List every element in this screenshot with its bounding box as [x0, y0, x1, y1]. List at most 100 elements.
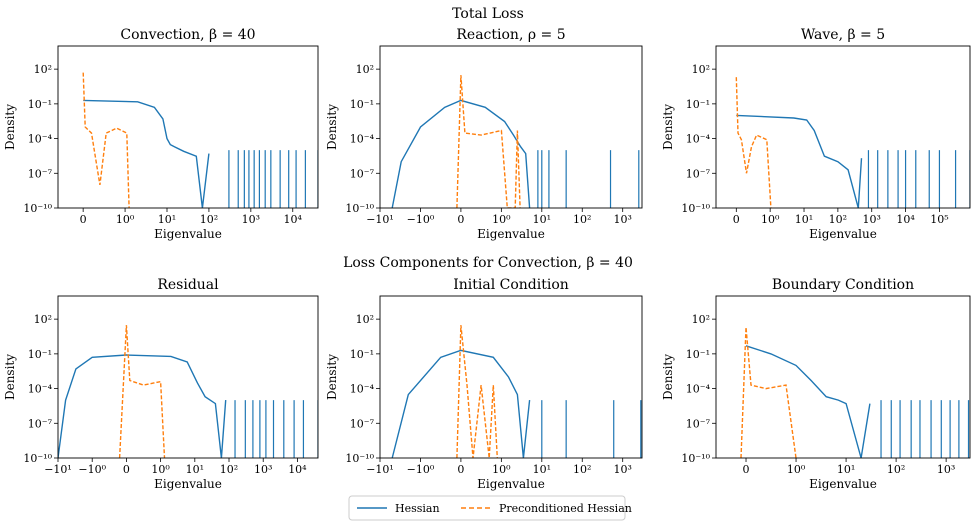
- x-tick-label: 10¹: [837, 463, 855, 476]
- y-tick-label: 10⁻⁷: [686, 417, 711, 430]
- x-axis-label: Eigenvalue: [477, 227, 545, 241]
- x-tick-label: 10³: [613, 463, 631, 476]
- series-line: [745, 345, 871, 458]
- x-tick-label: 10²: [200, 213, 218, 226]
- x-tick-label: 10³: [613, 213, 631, 226]
- x-tick-label: 0: [733, 213, 740, 226]
- x-tick-label: 10⁰: [116, 213, 135, 226]
- x-tick-label: 10²: [829, 213, 847, 226]
- series-preconditioned-hessian: [82, 72, 130, 208]
- x-tick-label: 10¹: [533, 463, 551, 476]
- y-tick-label: 10⁻¹⁰: [345, 452, 374, 465]
- axes-frame: [379, 295, 643, 459]
- y-tick-label: 10²: [356, 313, 374, 326]
- series-line: [118, 325, 166, 458]
- x-tick-label: 10⁰: [787, 463, 806, 476]
- series-hessian: [58, 354, 318, 458]
- y-tick-label: 10⁻⁷: [350, 417, 375, 430]
- y-tick-label: 10⁻¹⁰: [23, 202, 52, 215]
- x-tick-label: −10¹: [366, 213, 394, 226]
- x-tick-label: 10⁰: [761, 213, 780, 226]
- series-line: [391, 99, 531, 208]
- series-hessian: [391, 349, 642, 458]
- series-hessian: [745, 345, 970, 458]
- y-tick-label: 10⁻¹: [28, 98, 52, 111]
- x-tick-label: 10⁴: [896, 213, 915, 226]
- y-axis-label: Density: [3, 354, 17, 400]
- series-preconditioned-hessian: [740, 327, 797, 458]
- panel-6: Boundary Condition 0 10⁰ 10¹ 10² 10³ 10⁻¹⁰ 10⁻⁷…: [661, 277, 971, 491]
- y-tick-label: 10⁻¹: [350, 348, 374, 361]
- panel-title: Boundary Condition: [772, 277, 914, 293]
- y-tick-label: 10⁻¹: [686, 348, 710, 361]
- y-axis-label: Density: [325, 354, 339, 400]
- x-tick-label: 10⁰: [492, 463, 511, 476]
- x-axis-label: Eigenvalue: [477, 477, 545, 491]
- series-preconditioned-hessian: [456, 75, 521, 208]
- x-tick-label: −10⁰: [407, 213, 435, 226]
- y-axis-label: Density: [325, 104, 339, 150]
- x-tick-label: 10³: [254, 463, 272, 476]
- series-hessian: [83, 99, 318, 208]
- y-tick-label: 10⁻¹⁰: [681, 202, 710, 215]
- series-line: [456, 75, 521, 208]
- axes-frame: [57, 45, 319, 209]
- y-tick-label: 10⁻⁷: [28, 167, 53, 180]
- series-line: [740, 327, 797, 458]
- panel-4: Residual −10¹ −10⁰ 0 10⁰ 10¹ 10² 10³ 10⁴ 10⁻¹⁰ 10⁻…: [3, 277, 319, 491]
- y-tick-label: 10⁻¹⁰: [23, 452, 52, 465]
- series-hessian: [736, 114, 970, 208]
- panel-title: Residual: [157, 277, 219, 293]
- y-tick-label: 10⁻¹: [28, 348, 52, 361]
- panel-3: Wave, β = 5 0 10⁰ 10¹ 10² 10³ 10⁴ 10⁵ 10⁻¹⁰ 10⁻⁷ 1…: [661, 27, 971, 241]
- series-preconditioned-hessian: [118, 325, 166, 458]
- y-axis-label: Density: [3, 104, 17, 150]
- y-tick-label: 10⁻⁴: [350, 383, 375, 396]
- axes-frame: [715, 295, 971, 459]
- series-line: [456, 325, 498, 458]
- panels: Convection, β = 40 0 10⁰ 10¹ 10² 10³ 10⁴ 10⁻¹⁰ 1…: [3, 27, 971, 491]
- x-tick-label: 10⁰: [151, 463, 170, 476]
- axes-frame: [379, 45, 643, 209]
- x-tick-label: −10¹: [44, 463, 72, 476]
- x-tick-label: 10²: [220, 463, 238, 476]
- row-title-total-loss: Total Loss: [452, 6, 524, 22]
- y-tick-label: 10²: [692, 63, 710, 76]
- x-tick-label: 0: [457, 463, 464, 476]
- x-tick-label: 10¹: [533, 213, 551, 226]
- y-tick-label: 10⁻¹: [686, 98, 710, 111]
- series-line: [391, 349, 531, 458]
- x-axis-label: Eigenvalue: [154, 477, 222, 491]
- x-tick-label: 10⁵: [930, 213, 948, 226]
- x-tick-label: 10¹: [795, 213, 813, 226]
- x-tick-label: −10⁰: [78, 463, 106, 476]
- series-line: [83, 99, 210, 208]
- y-tick-label: 10²: [356, 63, 374, 76]
- axes-frame: [57, 295, 319, 459]
- axes-frame: [715, 45, 971, 209]
- x-axis-label: Eigenvalue: [154, 227, 222, 241]
- x-tick-label: 10²: [573, 463, 591, 476]
- x-tick-label: 0: [457, 213, 464, 226]
- panel-title: Reaction, ρ = 5: [456, 27, 565, 43]
- x-axis-label: Eigenvalue: [809, 477, 877, 491]
- y-tick-label: 10²: [692, 313, 710, 326]
- y-tick-label: 10⁻¹: [350, 98, 374, 111]
- y-tick-label: 10⁻⁴: [28, 383, 53, 396]
- y-tick-label: 10⁻⁴: [350, 133, 375, 146]
- x-tick-label: 10¹: [158, 213, 176, 226]
- series-preconditioned-hessian: [456, 325, 498, 458]
- panel-title: Wave, β = 5: [801, 27, 885, 43]
- x-tick-label: −10⁰: [407, 463, 435, 476]
- panel-1: Convection, β = 40 0 10⁰ 10¹ 10² 10³ 10⁴ 10⁻¹⁰ 1…: [3, 27, 319, 241]
- y-tick-label: 10⁻⁷: [686, 167, 711, 180]
- series-preconditioned-hessian: [735, 77, 772, 208]
- legend-label: Hessian: [395, 502, 440, 515]
- x-tick-label: 10⁴: [288, 463, 307, 476]
- y-tick-label: 10⁻⁷: [350, 167, 375, 180]
- y-axis-label: Density: [661, 354, 675, 400]
- x-tick-label: 0: [123, 463, 130, 476]
- panel-2: Reaction, ρ = 5 −10¹ −10⁰ 0 10⁰ 10¹ 10² 10³ 10⁻¹…: [325, 27, 643, 241]
- row-title-loss-components: Loss Components for Convection, β = 40: [343, 255, 633, 271]
- x-tick-label: 10⁴: [284, 213, 303, 226]
